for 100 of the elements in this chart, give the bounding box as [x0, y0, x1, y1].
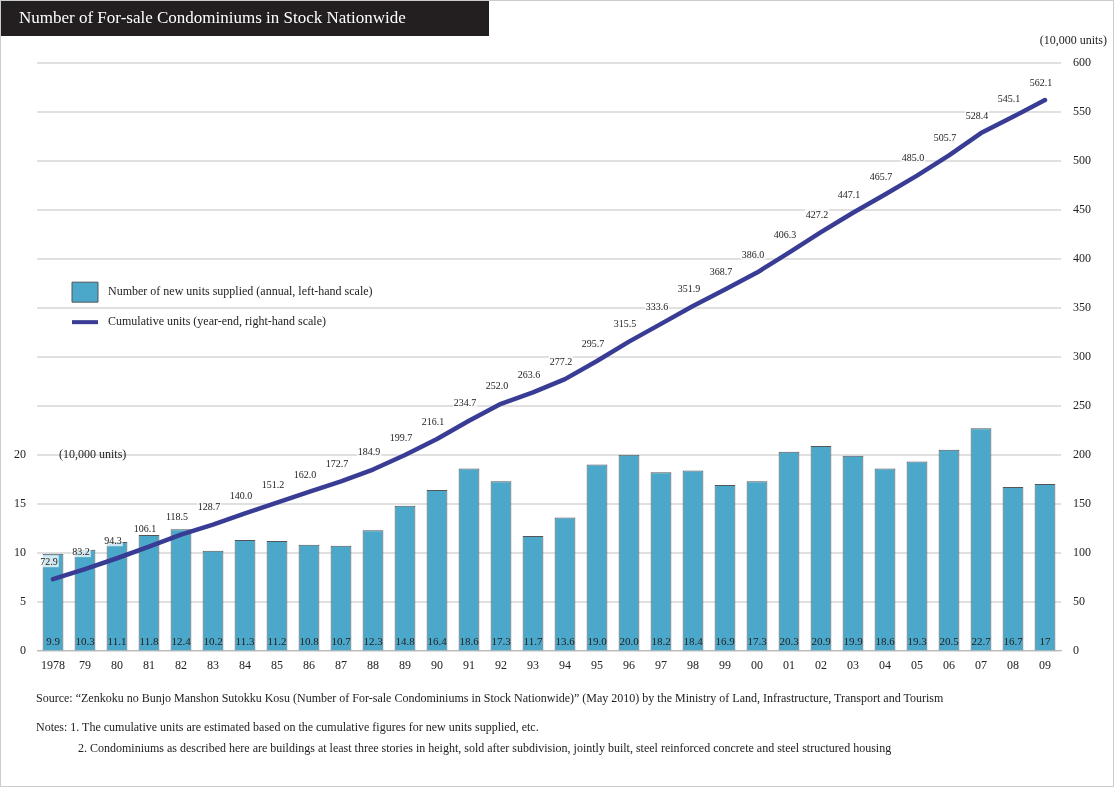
x-tick-label: 94: [559, 657, 571, 672]
y-tick-label: 10: [14, 544, 26, 559]
y2-tick-label: 100: [1073, 544, 1091, 559]
data-label: 10.7: [331, 634, 352, 647]
x-tick-label: 93: [527, 657, 539, 672]
data-label: 12.4: [171, 634, 192, 647]
data-label: 17: [1039, 634, 1051, 647]
data-label: 19.9: [843, 634, 864, 647]
x-tick-label: 79: [79, 657, 91, 672]
data-label: 162.0: [293, 468, 317, 480]
y2-tick-label: 500: [1073, 153, 1091, 168]
x-tick-label: 00: [751, 657, 763, 672]
data-label: 18.4: [683, 634, 704, 647]
y2-tick-label: 150: [1073, 495, 1091, 510]
data-label: 485.0: [901, 152, 925, 164]
y2-tick-label: 0: [1073, 642, 1079, 657]
data-label: 11.3: [235, 634, 255, 647]
text: 2. Condominiums as described here are buildings at least three stories in height, sold after subdivision, jointly built, steel reinforced concrete and steel structured housing: [77, 741, 893, 756]
data-label: 11.1: [107, 634, 127, 647]
x-tick-label: 90: [431, 657, 443, 672]
y-tick-label: 0: [20, 642, 26, 657]
data-label: 263.6: [517, 369, 541, 381]
x-tick-label: 05: [911, 657, 923, 672]
data-label: 72.9: [40, 555, 58, 567]
data-label: 18.6: [459, 634, 480, 647]
data-label: 16.7: [1003, 634, 1024, 647]
data-label: 83.2: [72, 545, 90, 557]
y-tick-label: 20: [14, 446, 26, 461]
x-tick-label: 81: [143, 657, 155, 672]
x-tick-label: 02: [815, 657, 827, 672]
text: Notes: 1. The cumulative units are estimated based on the cumulative figures for new units supplied, etc.: [36, 720, 540, 735]
x-tick-label: 06: [943, 657, 955, 672]
data-label: 13.6: [555, 634, 576, 647]
y2-axis-title: (10,000 units): [1039, 33, 1107, 48]
data-label: 427.2: [805, 208, 829, 220]
data-label: 505.7: [933, 131, 957, 143]
data-label: 106.1: [133, 523, 157, 535]
x-tick-label: 04: [879, 657, 891, 672]
y2-tick-label: 250: [1073, 397, 1091, 412]
x-tick-label: 80: [111, 657, 123, 672]
data-label: 10.8: [299, 634, 320, 647]
y2-tick-label: 350: [1073, 299, 1091, 314]
data-label: 528.4: [965, 109, 989, 121]
data-label: 12.3: [363, 634, 384, 647]
data-label: 19.3: [907, 634, 928, 647]
y2-tick-label: 550: [1073, 104, 1091, 119]
data-label: 9.9: [46, 634, 61, 647]
data-label: 277.2: [549, 355, 573, 367]
y2-tick-label: 600: [1073, 55, 1091, 70]
data-label: 94.3: [104, 534, 122, 546]
data-label: 19.0: [587, 634, 608, 647]
data-label: 315.5: [613, 318, 637, 330]
x-tick-label: 99: [719, 657, 731, 672]
legend-label: Number of new units supplied (annual, left-hand scale): [108, 284, 373, 299]
data-label: 234.7: [453, 397, 477, 409]
x-tick-label: 85: [271, 657, 283, 672]
data-label: 22.7: [971, 634, 992, 647]
x-tick-label: 01: [783, 657, 795, 672]
data-label: 17.3: [747, 634, 768, 647]
x-tick-label: 98: [687, 657, 699, 672]
data-label: 20.5: [939, 634, 960, 647]
x-tick-label: 97: [655, 657, 667, 672]
legend-label: Cumulative units (year-end, right-hand scale): [108, 314, 327, 329]
data-label: 184.9: [357, 446, 381, 458]
data-label: 118.5: [165, 511, 189, 523]
data-label: 333.6: [645, 300, 669, 312]
data-label: 465.7: [869, 171, 893, 183]
data-label: 351.9: [677, 282, 701, 294]
y-tick-label: 5: [20, 593, 26, 608]
x-tick-label: 92: [495, 657, 507, 672]
data-label: 16.4: [427, 634, 448, 647]
x-tick-label: 96: [623, 657, 635, 672]
data-label: 16.9: [715, 634, 736, 647]
y2-tick-label: 50: [1073, 593, 1085, 608]
x-tick-label: 86: [303, 657, 315, 672]
x-tick-label: 84: [239, 657, 251, 672]
data-label: 18.6: [875, 634, 896, 647]
source-note: Source: “Zenkoku no Bunjo Manshon Sutokku Kosu (Number of For-sale Condominiums in Stock Nationwide)” (May 2010) by the Ministry of Land, Infrastructure, Transport and Tourism: [36, 691, 944, 706]
y2-tick-label: 200: [1073, 446, 1091, 461]
x-tick-label: 1978: [41, 657, 65, 672]
x-tick-label: 03: [847, 657, 859, 672]
x-tick-label: 95: [591, 657, 603, 672]
data-label: 562.1: [1029, 76, 1053, 88]
y2-tick-label: 450: [1073, 202, 1091, 217]
data-label: 17.3: [491, 634, 512, 647]
data-label: 216.1: [421, 415, 445, 427]
data-label: 18.2: [651, 634, 671, 647]
data-label: 14.8: [395, 634, 416, 647]
data-label: 199.7: [389, 431, 413, 443]
data-label: 20.0: [619, 634, 640, 647]
x-tick-label: 09: [1039, 657, 1051, 672]
data-label: 128.7: [197, 501, 221, 513]
data-label: 20.9: [811, 634, 832, 647]
data-label: 252.0: [485, 380, 509, 392]
data-label: 140.0: [229, 490, 253, 502]
data-label: 447.1: [837, 189, 861, 201]
x-tick-label: 83: [207, 657, 219, 672]
x-tick-label: 87: [335, 657, 347, 672]
y2-tick-label: 300: [1073, 348, 1091, 363]
data-label: 11.2: [267, 634, 287, 647]
